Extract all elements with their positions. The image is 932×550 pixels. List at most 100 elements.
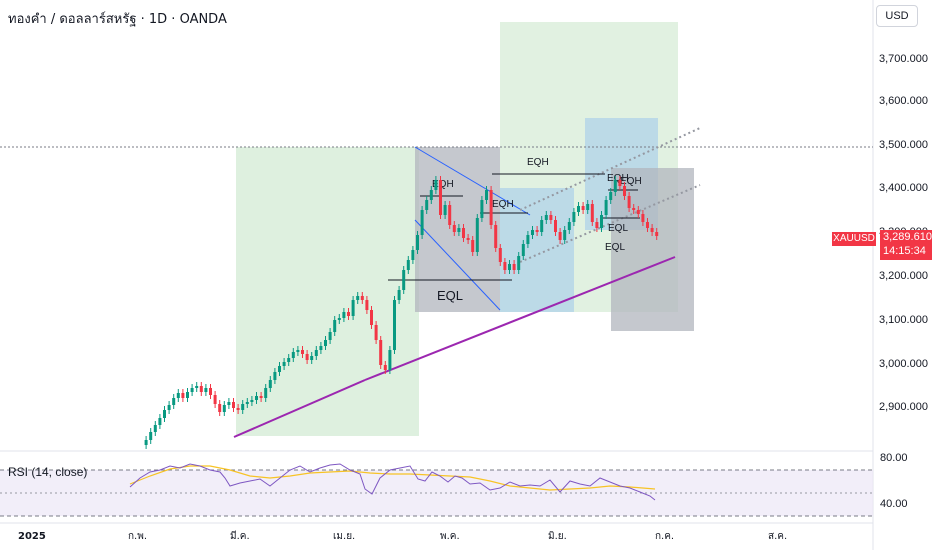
candle-body xyxy=(508,264,511,270)
candle-body xyxy=(406,260,410,270)
candle-body xyxy=(393,300,396,350)
candle-body xyxy=(356,296,360,300)
candle-body xyxy=(462,228,465,238)
rsi-line xyxy=(129,463,656,501)
annotation-eqh-2: EQH xyxy=(492,199,514,210)
candle-body xyxy=(416,235,419,250)
candle-body xyxy=(273,372,277,380)
trendline-lower[interactable] xyxy=(233,379,366,438)
candle-body xyxy=(526,235,530,244)
candle-body xyxy=(650,228,654,232)
candle-body xyxy=(609,192,613,200)
candle-body xyxy=(347,312,350,316)
candle-body xyxy=(627,196,631,208)
time-label-jun: มิ.ย. xyxy=(548,531,567,542)
candle-body xyxy=(604,200,608,215)
candle-body xyxy=(264,388,268,398)
annotation-eql-3: EQL xyxy=(437,288,463,303)
rsi-indicator-label[interactable]: RSI (14, close) xyxy=(8,465,88,479)
candlestick-series xyxy=(144,176,659,449)
candle-body xyxy=(411,250,415,260)
current-price-value: 3,289.610 xyxy=(883,231,932,243)
candle-body xyxy=(521,244,525,256)
currency-button[interactable]: USD xyxy=(876,5,918,27)
symbol-title[interactable]: ทองคำ / ดอลลาร์สหรัฐ · 1D · OANDA xyxy=(8,12,227,27)
candle-body xyxy=(213,395,217,404)
annotation-eql-1: EQL xyxy=(608,223,628,234)
candle-body xyxy=(466,238,470,240)
candle-body xyxy=(540,220,544,232)
price-axis-label: 2,900.000 xyxy=(879,401,928,413)
candle-body xyxy=(475,218,479,252)
candle-body xyxy=(388,350,392,370)
candle-body xyxy=(623,186,626,196)
candle-body xyxy=(632,208,636,210)
candle-body xyxy=(439,180,442,215)
candle-body xyxy=(342,312,346,318)
candle-body xyxy=(149,432,153,440)
price-axis-label: 3,600.000 xyxy=(879,95,928,107)
time-label-mar: มี.ค. xyxy=(230,530,250,542)
candle-body xyxy=(287,358,291,362)
annotation-eqh-3: EQH xyxy=(527,157,549,168)
candle-body xyxy=(374,325,378,340)
candle-body xyxy=(512,264,516,270)
trendline-upper[interactable] xyxy=(364,256,676,381)
candle-body xyxy=(544,215,548,220)
candle-body xyxy=(360,296,364,300)
candle-body xyxy=(485,190,488,200)
candle-body xyxy=(227,402,231,405)
candle-body xyxy=(370,310,373,325)
candle-body xyxy=(328,332,332,340)
candle-body xyxy=(636,210,640,214)
candle-body xyxy=(531,230,534,235)
candle-body xyxy=(618,180,622,186)
candle-body xyxy=(167,405,171,410)
candle-body xyxy=(471,240,475,252)
time-label-aug: ส.ค. xyxy=(768,531,787,542)
candle-body xyxy=(402,270,406,290)
candle-body xyxy=(305,354,309,360)
candle-body xyxy=(646,222,649,228)
annotation-eqh-1: EQH xyxy=(432,179,454,190)
time-label-2025: 2025 xyxy=(18,531,46,542)
candle-body xyxy=(301,350,304,354)
candle-body xyxy=(443,205,447,215)
candle-body xyxy=(163,410,166,418)
candle-body xyxy=(379,340,383,365)
price-axis-label: 3,000.000 xyxy=(879,358,928,370)
candle-body xyxy=(278,366,281,372)
candle-body xyxy=(420,210,424,235)
zone-green-1[interactable] xyxy=(236,147,419,436)
candle-body xyxy=(333,320,337,332)
candle-body xyxy=(209,388,212,395)
candle-body xyxy=(655,232,659,236)
candle-body xyxy=(351,300,355,316)
candle-body xyxy=(383,365,387,370)
candle-body xyxy=(268,380,272,388)
candle-body xyxy=(222,405,226,412)
candle-body xyxy=(204,388,208,392)
candle-body xyxy=(241,404,245,410)
candle-body xyxy=(563,230,567,240)
candle-body xyxy=(503,262,507,270)
zone-blue-1[interactable] xyxy=(500,188,574,312)
candle-body xyxy=(558,232,562,240)
candle-body xyxy=(549,215,553,220)
candle-body xyxy=(365,300,369,310)
candle-body xyxy=(448,205,452,225)
candle-body xyxy=(319,346,323,350)
rsi-axis-80: 80.00 xyxy=(880,452,908,464)
time-label-jul: ก.ค. xyxy=(655,531,674,542)
candle-body xyxy=(158,418,162,425)
candle-body xyxy=(457,228,461,232)
candle-body xyxy=(181,393,185,398)
rsi-ma-line xyxy=(129,465,656,491)
price-axis-label: 3,200.000 xyxy=(879,270,928,282)
candle-body xyxy=(245,402,249,404)
candle-body xyxy=(218,404,222,412)
candle-body xyxy=(397,290,401,300)
candle-body xyxy=(199,386,203,392)
candle-body xyxy=(498,248,502,262)
